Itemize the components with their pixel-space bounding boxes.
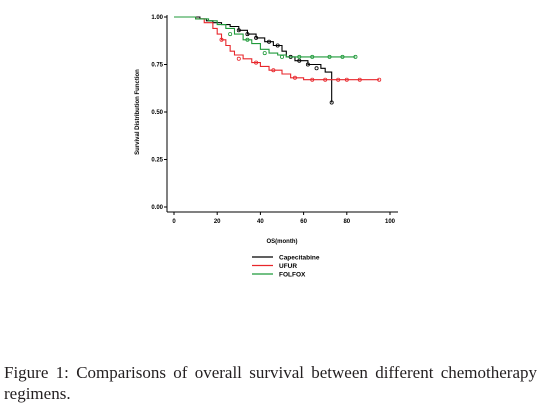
censor-mark: [236, 28, 241, 33]
censor-mark: [305, 62, 310, 67]
y-tick-label: 0.00: [151, 205, 163, 211]
x-axis-title: OS(month): [267, 239, 298, 245]
censor-mark: [279, 54, 284, 59]
caption-label: Figure 1:: [4, 363, 69, 382]
censor-mark: [310, 77, 315, 82]
censor-mark: [377, 77, 382, 82]
legend-label: Capecitabine: [279, 254, 320, 261]
censor-mark: [357, 77, 362, 82]
censor-mark: [323, 77, 328, 82]
censor-mark: [314, 66, 319, 71]
censor-mark: [245, 32, 250, 37]
x-tick-label: 20: [214, 219, 221, 225]
axes: 0.00 0.25 0.50 0.75 1.00 0 20 40 60 80 100: [151, 15, 398, 225]
x-tick-label: 60: [300, 219, 307, 225]
censor-mark: [271, 68, 276, 73]
censor-mark: [219, 37, 224, 42]
censor-mark: [329, 100, 334, 105]
censor-mark: [297, 58, 302, 63]
y-tick-label: 0.25: [151, 158, 163, 164]
censor-mark: [344, 77, 349, 82]
censor-mark: [236, 56, 241, 61]
series-line-ufur: [174, 16, 380, 81]
censor-mark: [340, 54, 345, 59]
censor-mark: [310, 54, 315, 59]
caption-text: Comparisons of overall survival between …: [4, 363, 538, 403]
y-tick-label: 0.50: [151, 110, 163, 116]
series-line-capecitabine: [174, 16, 333, 103]
series-layer: [174, 16, 382, 105]
censor-mark: [228, 32, 233, 37]
x-tick-label: 100: [385, 219, 396, 225]
censor-mark: [254, 35, 259, 40]
censor-mark: [327, 54, 332, 59]
censor-mark: [245, 37, 250, 42]
censor-mark: [297, 54, 302, 59]
series-line-folfox: [174, 16, 356, 58]
y-axis-title: Survival Distribution Function: [135, 69, 141, 155]
censor-mark: [353, 54, 358, 59]
x-tick-label: 40: [257, 219, 264, 225]
x-tick-label: 80: [343, 219, 350, 225]
y-tick-label: 1.00: [151, 15, 163, 21]
censor-mark: [262, 51, 267, 56]
legend-label: UFUR: [279, 263, 297, 270]
survival-chart: 0.00 0.25 0.50 0.75 1.00 0 20 40 60 80 100 Surviva…: [135, 15, 398, 278]
legend-label: FOLFOX: [279, 271, 306, 278]
censor-mark: [254, 60, 259, 65]
censor-mark: [336, 77, 341, 82]
censor-mark: [267, 39, 272, 44]
censor-mark: [275, 43, 280, 48]
censor-mark: [292, 75, 297, 80]
figure-caption: Figure 1: Comparisons of overall surviva…: [4, 362, 537, 404]
x-tick-label: 0: [172, 219, 176, 225]
y-tick-label: 0.75: [151, 63, 163, 69]
